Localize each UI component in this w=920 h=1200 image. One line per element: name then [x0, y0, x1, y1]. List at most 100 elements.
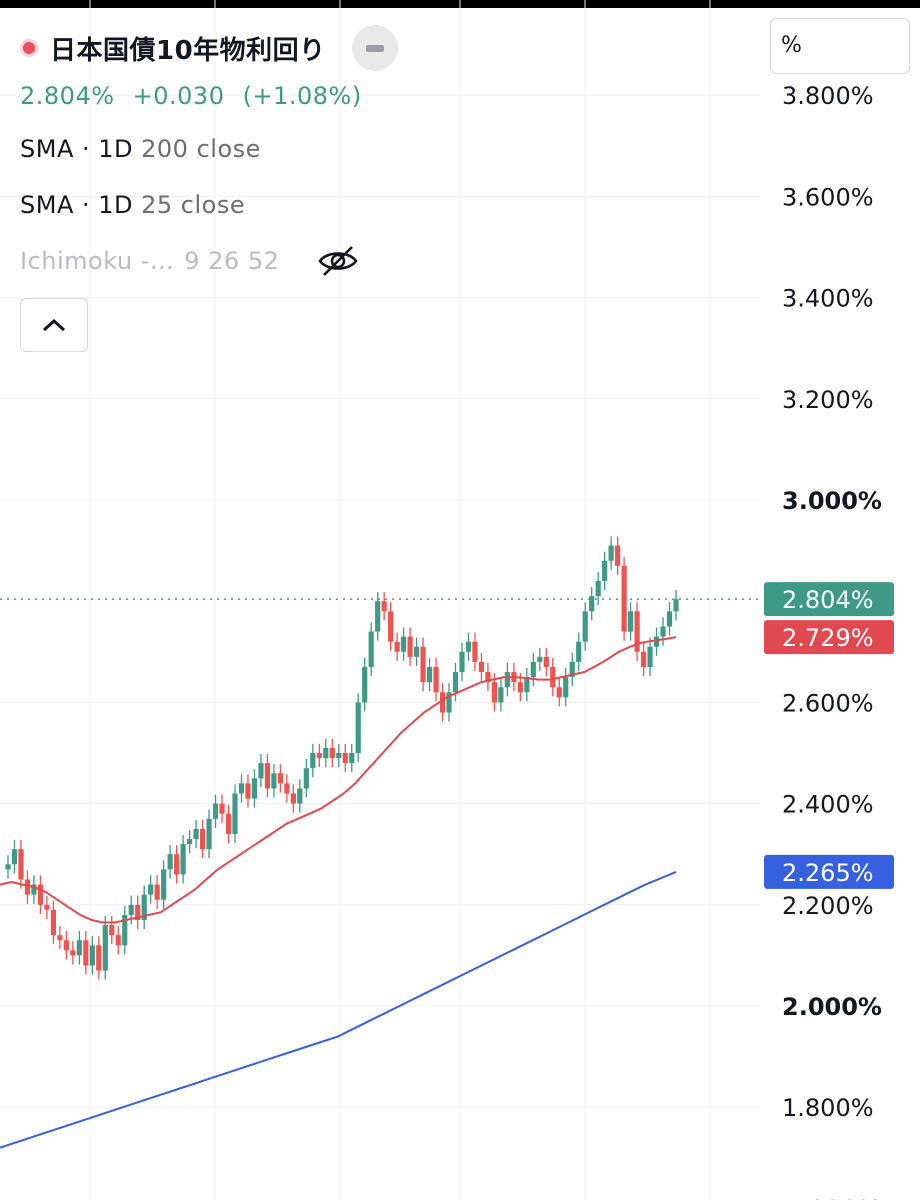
sma200-line [0, 870, 677, 1149]
symbol-title[interactable]: 日本国債10年物利回り [50, 35, 326, 66]
price-change: +0.030 [132, 82, 225, 110]
y-tick-label: 2.600% [782, 689, 874, 717]
candle-body [666, 611, 673, 627]
candle-body [498, 687, 504, 703]
candle-body [206, 818, 212, 850]
candle-body [290, 793, 296, 804]
candle-body [491, 682, 498, 703]
candle-body [63, 940, 69, 951]
indicator-sma25[interactable]: SMA · 1D 25 close [20, 188, 398, 222]
indicator-name: SMA · 1D [20, 135, 133, 163]
candle-body [673, 599, 679, 612]
candle-body [193, 828, 199, 840]
candle-body [439, 692, 446, 713]
candle-body [401, 636, 407, 652]
candle-body [245, 783, 251, 799]
chart-legend: 日本国債10年物利回り 2.804% +0.030 (+1.08%) SMA ·… [20, 25, 398, 352]
percent-scale-button[interactable]: % [770, 18, 910, 74]
candle-body [329, 747, 335, 759]
candle-body [420, 646, 426, 683]
indicator-ichimoku[interactable]: Ichimoku -... 9 26 52 [20, 244, 398, 278]
y-tick-label: 3.400% [782, 285, 874, 313]
y-tick-label: 1.800% [782, 1094, 874, 1122]
y-tick-label: 3.200% [782, 386, 874, 414]
candle-body [543, 656, 549, 667]
candle-body [413, 646, 420, 657]
y-tick-label: 3.600% [782, 183, 874, 211]
eye-off-icon[interactable] [317, 244, 359, 278]
candle-body [251, 778, 258, 799]
candle-body [368, 631, 374, 667]
y-tick-label: 2.400% [782, 791, 874, 819]
candle-body [349, 753, 355, 764]
candle-body [284, 783, 290, 794]
y-tick-label: 2.200% [782, 892, 874, 920]
indicator-name: SMA · 1D [20, 191, 133, 219]
candle-body [76, 940, 82, 956]
candle-body [433, 666, 439, 693]
candle-body [582, 611, 588, 642]
candle-body [128, 904, 134, 915]
price-change-percent: (+1.08%) [242, 82, 362, 110]
candle-body [472, 641, 478, 662]
price-row: 2.804% +0.030 (+1.08%) [20, 82, 398, 110]
candle-body [50, 909, 56, 936]
candle-body [316, 753, 322, 759]
candle-body [660, 626, 666, 637]
candle-body [537, 656, 543, 662]
candle-body [388, 611, 394, 642]
candle-body [459, 651, 465, 673]
candle-body [485, 672, 491, 683]
candle-body [154, 884, 160, 900]
candle-body [452, 672, 459, 693]
collapse-button[interactable] [351, 25, 398, 71]
candle-body [122, 914, 128, 946]
minus-icon [365, 44, 384, 52]
indicator-sma200[interactable]: SMA · 1D 200 close [20, 132, 398, 166]
candle-body [277, 773, 283, 784]
candle-body [199, 828, 206, 850]
candle-body [595, 580, 601, 597]
candle-body [89, 945, 95, 966]
candle-body [336, 753, 342, 759]
percent-label: % [781, 33, 802, 58]
candle-body [381, 601, 387, 612]
candle-body [569, 661, 575, 678]
indicator-params: 25 close [141, 191, 246, 219]
chevron-up-icon [42, 318, 66, 332]
candle-body [141, 894, 147, 920]
candle-body [615, 545, 621, 566]
candle-body [174, 854, 180, 875]
candle-body [161, 869, 167, 900]
candle-body [407, 636, 413, 657]
candle-body [303, 768, 309, 789]
candle-body [44, 904, 50, 910]
candle-body [225, 813, 232, 834]
candle-body [18, 849, 24, 880]
candle-body [258, 763, 264, 779]
candle-body [264, 763, 271, 789]
candle-body [647, 646, 653, 667]
badge-label: 2.804% [782, 586, 874, 614]
y-tick-label: 2.000% [782, 993, 882, 1021]
expand-legend-button[interactable] [20, 298, 88, 352]
candle-body [640, 651, 647, 667]
candle-body [109, 925, 115, 936]
symbol-row: 日本国債10年物利回り [20, 25, 398, 71]
y-tick-label: 3.800% [782, 82, 874, 110]
candle-body [323, 747, 329, 759]
candle-body [550, 666, 556, 688]
badge-background [764, 620, 894, 655]
candle-body [556, 687, 562, 698]
market-status-dot [20, 39, 38, 57]
candle-body [238, 783, 245, 794]
candle-body [608, 545, 614, 561]
candle-body [70, 950, 76, 956]
price-badge-sma200: 2.265% [764, 854, 894, 889]
candle-body [621, 565, 627, 632]
candle-body [148, 884, 154, 895]
candle-body [180, 844, 186, 875]
candle-body [362, 666, 368, 703]
candle-body [297, 788, 303, 804]
